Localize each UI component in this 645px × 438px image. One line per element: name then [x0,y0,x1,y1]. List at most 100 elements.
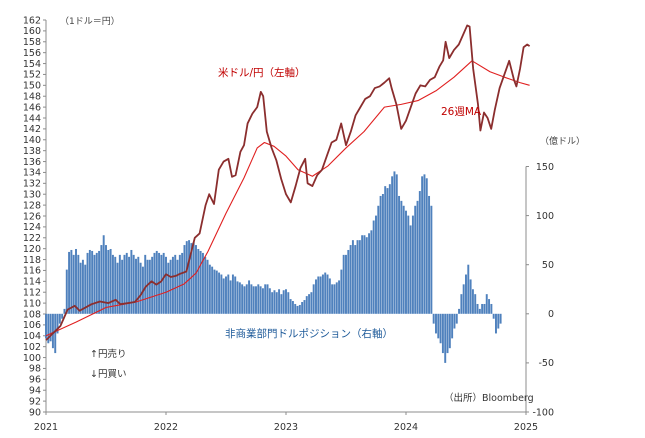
position-bar [68,251,71,314]
position-bar [91,250,94,314]
position-bar [342,254,345,314]
position-bar [84,264,87,314]
position-bar [190,243,193,314]
position-bar [485,294,488,314]
position-bar [255,286,257,314]
position-bar [478,308,481,314]
position-bar [98,250,101,314]
x-tick-label: 2024 [394,422,418,433]
position-bar [465,274,467,314]
position-bar [379,195,382,314]
position-bar [130,249,133,314]
x-tick-label: 2021 [34,422,58,433]
position-bar [347,249,350,314]
position-bar [453,313,456,329]
left-tick-label: 162 [23,15,41,26]
position-bar [340,269,343,314]
left-tick-label: 98 [29,364,41,375]
position-bar [222,278,225,314]
left-tick-label: 116 [23,266,41,277]
position-bar [171,256,174,314]
position-bar [349,245,352,314]
position-bar [213,269,216,314]
position-bar [310,292,313,314]
position-bar [398,195,401,314]
position-bar [215,270,218,314]
position-bar [63,308,66,314]
position-bar [326,274,329,314]
yen-buy-label: ↓円買い [90,369,126,380]
left-tick-label: 140 [23,135,41,146]
position-bar [116,262,119,314]
right-unit-label: （億ドル） [540,135,585,147]
position-bar [227,274,230,314]
position-bar [345,254,347,314]
position-bar [328,278,331,314]
source-label: （出所）Bloomberg [444,392,534,404]
position-bar [75,248,77,314]
left-tick-label: 160 [23,26,41,37]
usdjpy-label: 米ドル/円（左軸） [218,66,306,79]
position-bar [268,288,271,314]
position-bar [439,313,442,344]
annotations: （1ドル＝円） （億ドル） 米ドル/円（左軸） 26週MA 非商業部門ドルポジシ… [60,16,585,404]
left-tick-label: 132 [23,179,41,190]
position-bar [315,279,317,314]
position-bar [291,301,294,314]
position-bar [448,313,451,349]
position-bar [252,286,255,314]
position-bar [234,276,237,314]
position-bar [402,205,405,314]
position-bar [49,313,52,342]
position-bar [151,256,154,314]
position-bar [167,262,170,314]
left-tick-label: 106 [23,320,41,331]
position-bar [155,250,158,314]
position-bar [236,281,239,314]
axes [43,19,529,415]
position-bar [331,284,334,314]
position-bar [499,313,502,324]
left-tick-label: 128 [23,200,41,211]
position-bar [338,280,341,314]
position-bar [285,289,287,314]
position-bar [238,282,241,314]
position-bar [365,237,368,314]
position-bar [139,262,142,314]
x-tick-label: 2022 [154,422,178,433]
position-bar [102,235,105,314]
left-tick-label: 110 [23,298,41,309]
position-bar [169,259,172,314]
position-bar [181,252,184,314]
position-bar [490,303,493,314]
position-bar [123,254,126,314]
position-bar [275,292,278,314]
position-bar [451,313,454,339]
left-tick-label: 92 [29,396,41,407]
left-tick-label: 114 [23,277,41,288]
position-bar [148,259,151,314]
position-bar [363,235,366,314]
position-bar [305,296,308,314]
position-bar [321,274,324,314]
position-bar [160,254,163,314]
position-bar [441,313,444,354]
position-bar [492,313,495,319]
position-bar [414,205,417,314]
position-bar [128,256,131,314]
position-bar [458,308,461,314]
position-bar [317,276,320,314]
position-bar [65,269,68,314]
position-bar [407,215,410,314]
position-bar [435,313,437,334]
position-bar [218,272,221,314]
position-bar [95,252,98,314]
position-bar [58,313,61,324]
position-bar [195,245,197,314]
position-bar [391,176,394,314]
left-tick-label: 146 [23,102,41,113]
left-tick-label: 136 [23,157,41,168]
left-tick-label: 150 [23,81,41,92]
position-bar [455,313,458,324]
